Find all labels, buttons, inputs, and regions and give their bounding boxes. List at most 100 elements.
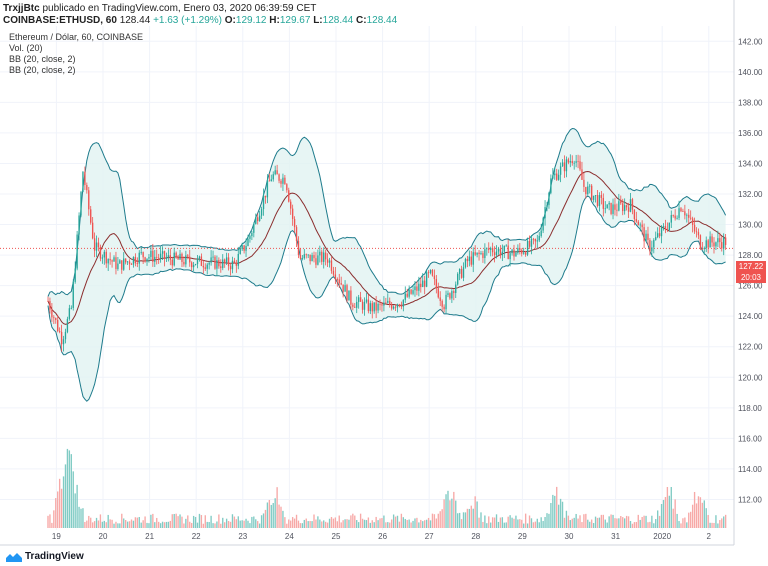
volume-bar [290, 520, 292, 528]
volume-bar [585, 513, 587, 528]
volume-bar [284, 517, 286, 528]
volume-bar [373, 522, 375, 528]
volume-bar [208, 522, 210, 528]
volume-bar [173, 513, 175, 528]
volume-bar [222, 517, 224, 528]
time-tick-label: 31 [611, 532, 620, 541]
candle-body [723, 237, 725, 249]
candle-body [509, 253, 511, 260]
volume-bar [202, 523, 205, 528]
candle-body [379, 303, 381, 305]
volume-bar [321, 521, 323, 528]
candle-body [695, 231, 698, 233]
candle-body [468, 256, 471, 262]
volume-bar [649, 521, 651, 528]
candle-body [557, 174, 560, 180]
candle-body [596, 195, 599, 206]
candle-body [148, 256, 150, 259]
volume-bar [657, 510, 659, 528]
volume-bar [509, 515, 511, 528]
countdown-tag: 20:03 [736, 272, 766, 283]
bollinger-indicator-label-2[interactable]: BB (20, close, 2) [9, 65, 76, 75]
volume-bar [480, 512, 482, 528]
volume-bar [381, 518, 383, 528]
candle-body [394, 306, 397, 308]
candle-body [637, 221, 639, 226]
volume-bar [264, 509, 267, 528]
volume-bar [394, 516, 397, 528]
volume-bar [493, 517, 496, 528]
volume-bar [330, 516, 333, 528]
candle-body [416, 286, 418, 291]
volume-bar [433, 514, 436, 528]
volume-bar [257, 521, 259, 528]
volume-bar [130, 519, 133, 528]
volume-bar [392, 514, 395, 528]
candle-body [643, 227, 645, 242]
candle-body [563, 162, 566, 172]
volume-bar [241, 520, 243, 528]
tradingview-logo[interactable]: TradingView [6, 551, 84, 562]
volume-indicator-label[interactable]: Vol. (20) [9, 43, 43, 53]
volume-bar [286, 523, 288, 528]
volume-bar [301, 523, 304, 528]
candle-body [313, 255, 315, 259]
volume-bar [695, 503, 698, 528]
volume-bar [101, 521, 104, 528]
author-name[interactable]: TrxjjBtc [3, 3, 40, 14]
volume-bar [587, 519, 589, 528]
volume-bar [99, 514, 102, 528]
candle-body [282, 177, 284, 184]
candle-body [103, 251, 105, 258]
volume-bar [598, 517, 601, 528]
volume-bar [123, 518, 125, 528]
volume-bar [643, 515, 645, 528]
candle-body [290, 201, 292, 209]
volume-bar [406, 520, 408, 528]
volume-bar [251, 516, 253, 528]
price-tick-label: 116.00 [738, 434, 762, 443]
candle-body [658, 233, 661, 237]
volume-bar [235, 519, 238, 528]
chart-title[interactable]: Ethereum / Dólar, 60, COINBASE [9, 32, 144, 42]
volume-bar [262, 513, 265, 528]
candle-body [187, 255, 189, 257]
volume-bar [80, 508, 82, 528]
candle-body [680, 208, 682, 212]
volume-bar [78, 506, 80, 528]
bollinger-indicator-label[interactable]: BB (20, close, 2) [9, 54, 76, 64]
volume-bar [488, 516, 490, 528]
candle-body [639, 224, 641, 226]
volume-bar [280, 506, 282, 528]
candle-body [227, 257, 230, 267]
candle-body [682, 211, 684, 212]
volume-bar [258, 523, 261, 528]
candle-body [608, 202, 610, 205]
volume-bar [608, 516, 610, 528]
volume-bar [532, 522, 535, 528]
volume-bar [175, 513, 177, 528]
candle-body [507, 245, 509, 260]
candle-body [664, 226, 667, 230]
volume-bar [666, 486, 669, 528]
candle-body [167, 255, 170, 258]
candle-body [690, 217, 692, 219]
candle-body [546, 205, 548, 208]
candle-body [253, 223, 255, 233]
candle-body [620, 201, 622, 204]
close-value: 128.44 [366, 15, 398, 26]
candle-body [156, 256, 158, 258]
volume-bar [672, 508, 674, 528]
volume-bar [315, 519, 317, 528]
time-tick-label: 21 [145, 532, 154, 541]
candle-body [668, 222, 671, 231]
volume-bar [220, 523, 222, 528]
symbol-label: COINBASE:ETHUSD, 60 [3, 15, 117, 26]
volume-bar [561, 501, 564, 528]
volume-bar [140, 522, 142, 528]
candle-body [68, 308, 71, 319]
candle-body [592, 195, 595, 200]
volume-bar [691, 504, 694, 528]
volume-bar [427, 517, 430, 528]
